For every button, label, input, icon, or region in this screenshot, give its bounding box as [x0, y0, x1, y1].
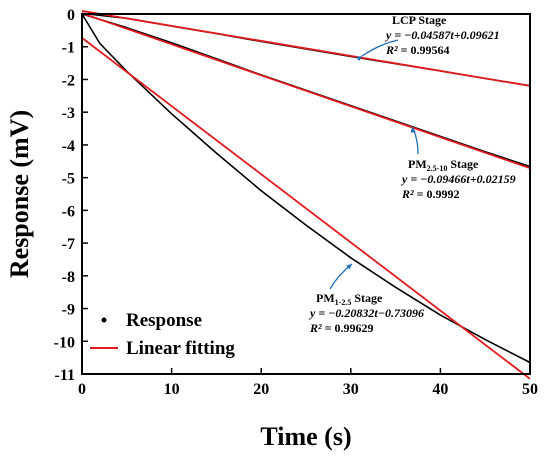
y-tick-label: 0 [67, 7, 75, 24]
annotation-pm2-5-10: PM2.5-10 Stage y = −0.09466t+0.02159 R² … [400, 126, 516, 201]
y-tick-label: -8 [62, 269, 75, 286]
annotation-arrowhead [410, 127, 416, 133]
axis-ticks: 0 10 20 30 40 50 0 -1 -2 -3 -4 -5 -6 -7 -8 -9 -10 -11 [54, 7, 538, 398]
y-tick-label: -3 [62, 105, 75, 122]
annotation-stage-label: PM1-2.5 Stage [316, 291, 383, 307]
y-tick-label: -6 [62, 203, 75, 220]
annotation-r-squared: R² = 0.99629 [309, 321, 373, 335]
series-linear-fitting-line [81, 12, 531, 170]
y-tick-label: -4 [62, 138, 75, 155]
x-axis-title: Time (s) [260, 422, 351, 451]
annotation-arrowhead [356, 56, 362, 62]
series-response-line [81, 13, 531, 364]
x-tick-label: 30 [343, 381, 359, 398]
x-tick-label: 50 [522, 381, 538, 398]
annotation-lcp: LCP Stage y = −0.04587t+0.09621 R² = 0.9… [356, 13, 500, 62]
legend: Response Linear fitting [90, 310, 235, 359]
x-tick-label: 0 [78, 381, 86, 398]
y-tick-label: -5 [62, 171, 75, 188]
plot-marks [81, 10, 531, 380]
y-tick-label: -7 [62, 236, 75, 253]
x-tick-label: 10 [164, 381, 180, 398]
series-linear-fitting-line [81, 37, 531, 380]
y-tick-label: -10 [54, 334, 75, 351]
annotation-equation: y = −0.09466t+0.02159 [400, 172, 516, 186]
legend-marker-response [101, 317, 107, 323]
annotation-r-squared: R² = 0.99564 [385, 43, 449, 57]
annotation-stage-label: LCP Stage [392, 13, 447, 27]
x-tick-label: 20 [253, 381, 269, 398]
annotation-equation: y = −0.04587t+0.09621 [384, 28, 500, 42]
legend-label-response: Response [126, 310, 202, 331]
y-tick-label: -2 [62, 72, 75, 89]
legend-label-linear-fitting: Linear fitting [126, 338, 235, 359]
series-linear-fitting-line [81, 10, 531, 87]
y-tick-label: -1 [62, 40, 75, 57]
annotation-arrow [361, 39, 399, 57]
annotation-equation: y = −0.20832t−0.73096 [308, 306, 424, 320]
annotation-r-squared: R² = 0.9992 [401, 187, 459, 201]
y-axis-title: Response (mV) [5, 110, 34, 278]
annotation-pm1-2-5: PM1-2.5 Stage y = −0.20832t−0.73096 R² =… [308, 263, 424, 335]
annotation-arrowhead [346, 264, 352, 270]
x-tick-label: 40 [432, 381, 448, 398]
y-tick-label: -9 [62, 302, 75, 319]
annotation-stage-label: PM2.5-10 Stage [408, 157, 479, 173]
plot-frame [81, 13, 531, 375]
y-tick-label: -11 [55, 367, 75, 384]
